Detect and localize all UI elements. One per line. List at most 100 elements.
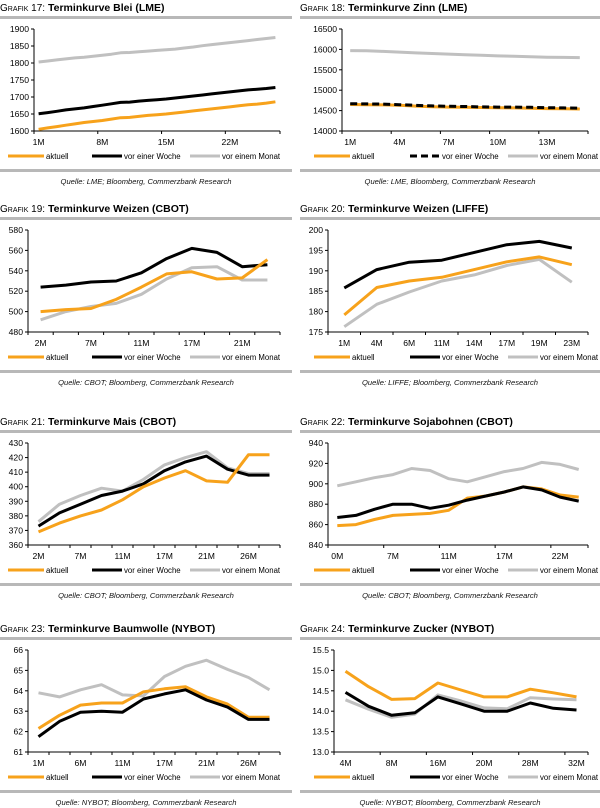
x-tick-label: 11M: [133, 338, 149, 348]
x-tick-label: 6M: [403, 338, 415, 348]
y-tick-label: 540: [9, 266, 24, 276]
legend-label: vor einer Woche: [124, 773, 181, 782]
y-tick-label: 195: [309, 245, 324, 255]
line-chart: 1600 1650 1700 1750 1800 1850 1900 1M 8M 15M 22M ak…: [8, 24, 281, 161]
chart-panel-19: Grafik 19: Terminkurve Weizen (CBOT) 480 5…: [0, 202, 292, 387]
chart-panel-23: Grafik 23: Terminkurve Baumwolle (NYBOT)…: [0, 622, 292, 807]
x-tick-label: 17M: [183, 338, 200, 348]
y-tick-label: 66: [13, 645, 23, 655]
legend-item-monat: vor einem Monat: [190, 773, 281, 782]
bottom-divider: [0, 790, 292, 793]
series-line-woche: [37, 688, 270, 738]
y-tick-label: 190: [309, 266, 324, 276]
x-tick-label: 32M: [568, 758, 585, 768]
legend-item-monat: vor einem Monat: [508, 566, 599, 575]
legend-item-woche: vor einer Woche: [410, 566, 499, 575]
x-tick-label: 1M: [338, 338, 350, 348]
chart-title-text: Terminkurve Mais (CBOT): [48, 416, 177, 428]
chart-title: Grafik 24: Terminkurve Zucker (NYBOT): [300, 622, 600, 636]
line-chart: 175 180 185 190 195 200 1M 4M 6M 11M 14M 17M 19M 23M a…: [309, 225, 599, 362]
chart-title: Grafik 18: Terminkurve Zinn (LME): [300, 1, 600, 15]
x-tick-label: 21M: [198, 551, 215, 561]
legend-item-woche: vor einer Woche: [92, 773, 181, 782]
chart-panel-21: Grafik 21: Terminkurve Mais (CBOT) 360 370…: [0, 415, 292, 600]
x-tick-label: 22M: [222, 137, 239, 147]
y-tick-label: 1600: [10, 126, 29, 136]
chart-title-text: Terminkurve Baumwolle (NYBOT): [48, 623, 216, 635]
x-tick-label: 4M: [393, 137, 405, 147]
x-tick-label: 17M: [156, 551, 173, 561]
series-line-aktuell: [38, 100, 276, 131]
x-tick-label: 8M: [96, 137, 108, 147]
y-tick-label: 390: [9, 496, 24, 506]
y-tick-label: 13.0: [312, 747, 329, 757]
y-tick-label: 16000: [313, 44, 337, 54]
chart-title-text: Terminkurve Blei (LME): [48, 2, 165, 14]
chart-number: Grafik 23:: [0, 624, 46, 635]
chart-number: Grafik 17:: [0, 3, 46, 14]
y-tick-label: 880: [309, 499, 324, 509]
legend-item-aktuell: aktuell: [314, 566, 375, 575]
legend-item-aktuell: aktuell: [314, 353, 375, 362]
chart-title: Grafik 20: Terminkurve Weizen (LIFFE): [300, 202, 600, 216]
title-divider: [0, 217, 292, 220]
legend-item-woche: vor einer Woche: [410, 773, 499, 782]
y-tick-label: 900: [309, 479, 324, 489]
title-divider: [300, 217, 600, 220]
y-tick-label: 200: [309, 225, 324, 235]
legend-label: aktuell: [352, 152, 375, 161]
line-chart: 480 500 520 540 560 580 2M 7M 11M 17M 21M aktuell vo…: [8, 225, 281, 362]
y-tick-label: 14.0: [312, 706, 329, 716]
chart-panel-22: Grafik 22: Terminkurve Sojabohnen (CBOT)…: [300, 415, 600, 600]
title-divider: [300, 430, 600, 433]
y-tick-label: 520: [9, 286, 24, 296]
x-tick-label: 7M: [85, 338, 97, 348]
y-tick-label: 1800: [10, 58, 29, 68]
bottom-divider: [0, 583, 292, 586]
x-tick-label: 16M: [430, 758, 447, 768]
chart-title: Grafik 19: Terminkurve Weizen (CBOT): [0, 202, 292, 216]
x-tick-label: 23M: [563, 338, 580, 348]
x-tick-label: 22M: [552, 551, 569, 561]
y-tick-label: 400: [9, 482, 24, 492]
y-tick-label: 15000: [313, 85, 337, 95]
legend-label: vor einer Woche: [124, 353, 181, 362]
title-divider: [0, 16, 292, 19]
x-tick-label: 11M: [114, 551, 130, 561]
legend-label: vor einer Woche: [124, 566, 181, 575]
x-tick-label: 11M: [434, 338, 450, 348]
y-tick-label: 1850: [10, 41, 29, 51]
y-tick-label: 360: [9, 540, 24, 550]
series-line-aktuell: [343, 255, 573, 317]
legend-label: aktuell: [46, 353, 69, 362]
x-tick-label: 28M: [522, 758, 539, 768]
x-tick-label: 17M: [498, 338, 515, 348]
y-tick-label: 1700: [10, 92, 29, 102]
series-line-woche: [37, 454, 270, 528]
legend-item-aktuell: aktuell: [314, 773, 375, 782]
y-tick-label: 580: [9, 225, 24, 235]
legend-label: vor einem Monat: [222, 773, 281, 782]
series-line-aktuell: [37, 685, 270, 730]
y-tick-label: 480: [9, 327, 24, 337]
y-tick-label: 430: [9, 438, 24, 448]
legend-item-aktuell: aktuell: [8, 152, 69, 161]
chart-source: Quelle: LME; Bloomberg, Commerzbank Rese…: [60, 177, 232, 186]
legend-label: vor einem Monat: [540, 566, 599, 575]
x-tick-label: 10M: [489, 137, 506, 147]
x-tick-label: 1M: [33, 137, 45, 147]
x-tick-label: 11M: [441, 551, 457, 561]
y-tick-label: 16500: [313, 24, 337, 34]
series-line-monat: [343, 257, 573, 328]
legend-label: vor einem Monat: [222, 353, 281, 362]
chart-panel-17: Grafik 17: Terminkurve Blei (LME) 1600 165…: [0, 1, 292, 186]
y-tick-label: 860: [309, 520, 324, 530]
x-tick-label: 7M: [443, 137, 455, 147]
y-tick-label: 14000: [313, 126, 337, 136]
y-tick-label: 410: [9, 467, 24, 477]
legend-label: vor einer Woche: [442, 152, 499, 161]
x-tick-label: 14M: [466, 338, 483, 348]
y-tick-label: 15.5: [312, 645, 329, 655]
x-tick-label: 4M: [371, 338, 383, 348]
legend-item-woche: vor einer Woche: [92, 566, 181, 575]
